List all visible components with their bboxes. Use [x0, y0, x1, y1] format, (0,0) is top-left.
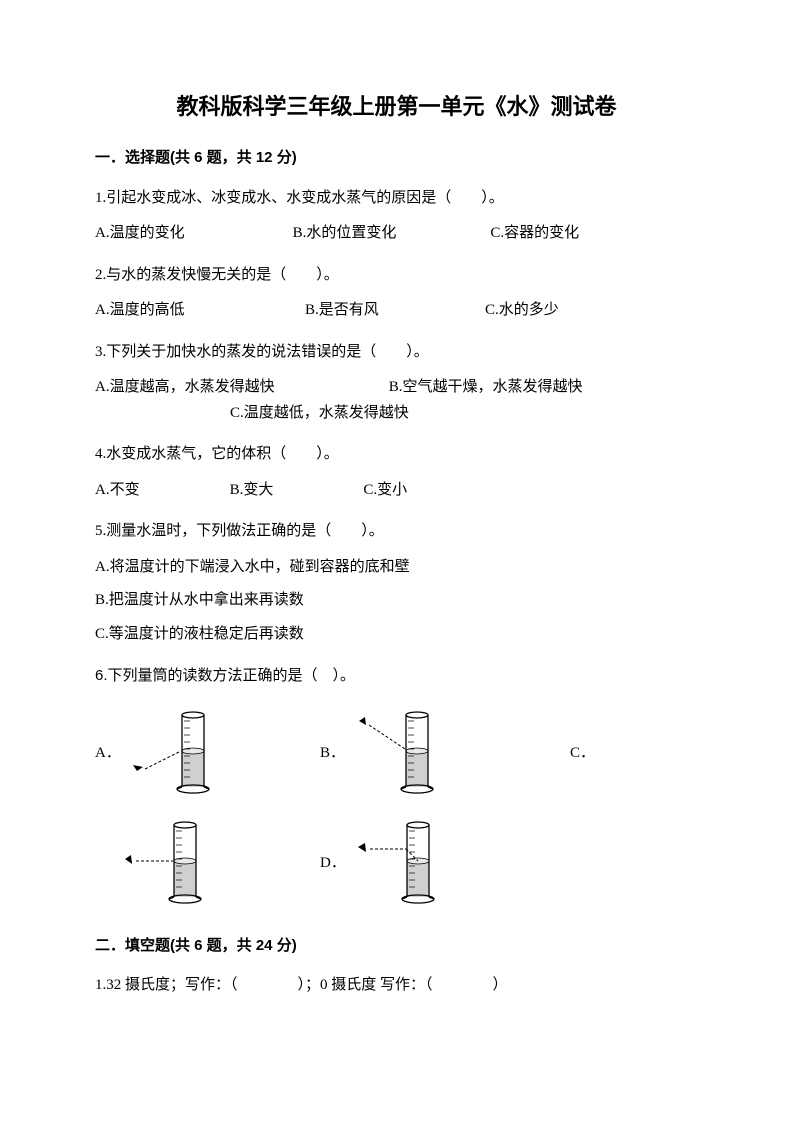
question-4: 4.水变成水蒸气，它的体积（ ）。 A.不变 B.变大 C.变小: [95, 442, 698, 503]
q4-options: A.不变 B.变大 C.变小: [95, 478, 698, 504]
section2-header: 二．填空题(共 6 题，共 24 分): [95, 935, 698, 958]
q5-stem: 5.测量水温时，下列做法正确的是（ ）。: [95, 519, 698, 545]
q3-opt-c: C.温度越低，水蒸发得越快: [95, 401, 409, 427]
q2-stem: 2.与水的蒸发快慢无关的是（ ）。: [95, 263, 698, 289]
fill-question-1: 1.32 摄氏度；写作：（ ）；0 摄氏度 写作：（ ）: [95, 973, 698, 999]
fill-q1-text: 1.32 摄氏度；写作：（ ）；0 摄氏度 写作：（ ）: [95, 977, 508, 993]
q6-opt-d-label: D．: [320, 851, 346, 877]
q6-opt-c-label: C．: [570, 741, 595, 767]
q4-stem: 4.水变成水蒸气，它的体积（ ）。: [95, 442, 698, 468]
q4-opt-c: C.变小: [363, 478, 407, 504]
q2-opt-b: B.是否有风: [305, 298, 485, 324]
q6-row1: A． B．: [95, 707, 698, 797]
q2-opt-a: A.温度的高低: [95, 298, 305, 324]
cylinder-diagram-a: [127, 707, 222, 797]
question-5: 5.测量水温时，下列做法正确的是（ ）。 A.将温度计的下端浸入水中，碰到容器的…: [95, 519, 698, 647]
q3-stem: 3.下列关于加快水的蒸发的说法错误的是（ ）。: [95, 340, 698, 366]
cylinder-diagram-c: [119, 817, 214, 907]
question-6: 6.下列量筒的读数方法正确的是（ ）。 A．: [95, 663, 698, 907]
q6-row2: D．: [95, 817, 698, 907]
cylinder-diagram-b: [351, 707, 446, 797]
q1-options: A.温度的变化 B.水的位置变化 C.容器的变化: [95, 221, 698, 247]
q5-opt-c: C.等温度计的液柱稳定后再读数: [95, 622, 698, 648]
q1-opt-c: C.容器的变化: [490, 221, 688, 247]
q3-opt-a: A.温度越高，水蒸发得越快: [95, 375, 385, 401]
q5-opt-b: B.把温度计从水中拿出来再读数: [95, 588, 698, 614]
q6-stem: 6.下列量筒的读数方法正确的是（ ）。: [95, 663, 698, 689]
q5-options: A.将温度计的下端浸入水中，碰到容器的底和壁 B.把温度计从水中拿出来再读数 C…: [95, 555, 698, 648]
q4-opt-b: B.变大: [230, 478, 274, 504]
q3-options: A.温度越高，水蒸发得越快 B.空气越干燥，水蒸发得越快 C.温度越低，水蒸发得…: [95, 375, 698, 426]
question-2: 2.与水的蒸发快慢无关的是（ ）。 A.温度的高低 B.是否有风 C.水的多少: [95, 263, 698, 324]
q4-opt-a: A.不变: [95, 478, 140, 504]
q1-opt-a: A.温度的变化: [95, 221, 293, 247]
cylinder-diagram-d: [352, 817, 447, 907]
question-1: 1.引起水变成冰、冰变成水、水变成水蒸气的原因是（ ）。 A.温度的变化 B.水…: [95, 186, 698, 247]
q5-opt-a: A.将温度计的下端浸入水中，碰到容器的底和壁: [95, 555, 698, 581]
q2-opt-c: C.水的多少: [485, 298, 559, 324]
page-title: 教科版科学三年级上册第一单元《水》测试卷: [95, 90, 698, 123]
q1-opt-b: B.水的位置变化: [293, 221, 491, 247]
q3-opt-b: B.空气越干燥，水蒸发得越快: [389, 379, 583, 395]
q1-stem: 1.引起水变成冰、冰变成水、水变成水蒸气的原因是（ ）。: [95, 186, 698, 212]
section1-header: 一．选择题(共 6 题，共 12 分): [95, 147, 698, 170]
q6-opt-b-label: B．: [320, 741, 345, 767]
q2-options: A.温度的高低 B.是否有风 C.水的多少: [95, 298, 698, 324]
q6-opt-a-label: A．: [95, 741, 121, 767]
question-3: 3.下列关于加快水的蒸发的说法错误的是（ ）。 A.温度越高，水蒸发得越快 B.…: [95, 340, 698, 427]
